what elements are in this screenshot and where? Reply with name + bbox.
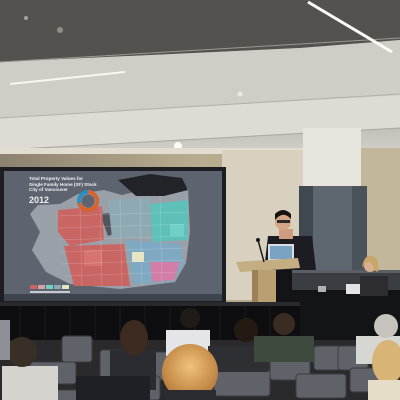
ceiling	[0, 0, 400, 160]
slide-title-line-1: Total Property Values for	[29, 176, 84, 181]
slide-title-line-2: Single Family Home (SF) Stock	[29, 181, 97, 187]
slide-year: 2012	[29, 195, 50, 205]
slide-map	[30, 174, 190, 293]
audience	[0, 308, 400, 400]
panel-table	[292, 270, 400, 342]
slide-legend	[30, 285, 70, 293]
slide-title: Total Property Values for Single Family …	[29, 176, 109, 193]
panelist	[360, 255, 388, 296]
slide-donut-chart	[77, 190, 99, 212]
laptop	[268, 244, 294, 261]
slide-title-line-3: City of Vancouver	[29, 187, 68, 193]
